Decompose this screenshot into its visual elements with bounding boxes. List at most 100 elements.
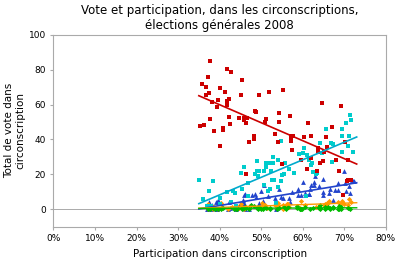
Point bbox=[240, 201, 247, 205]
Point bbox=[302, 191, 308, 196]
Point bbox=[345, 203, 351, 208]
Point bbox=[254, 206, 260, 210]
Point bbox=[241, 193, 247, 197]
Point bbox=[206, 91, 212, 95]
Point bbox=[217, 86, 224, 90]
Point bbox=[263, 117, 270, 121]
Point bbox=[325, 199, 332, 204]
Point bbox=[267, 186, 274, 191]
Point bbox=[252, 195, 259, 199]
Point bbox=[246, 207, 252, 211]
Point bbox=[279, 162, 286, 166]
Point bbox=[310, 180, 317, 185]
Point bbox=[196, 178, 202, 182]
Point bbox=[334, 207, 341, 211]
Point bbox=[274, 207, 281, 211]
Point bbox=[347, 191, 353, 195]
Point bbox=[228, 70, 235, 74]
Point bbox=[206, 189, 212, 193]
Point bbox=[317, 203, 324, 207]
Point bbox=[207, 117, 214, 121]
Point bbox=[209, 100, 216, 104]
Point bbox=[320, 177, 326, 181]
Point bbox=[207, 207, 213, 211]
Point bbox=[273, 203, 280, 207]
Point bbox=[229, 189, 236, 193]
Point bbox=[275, 201, 281, 205]
Point bbox=[260, 199, 266, 203]
Point bbox=[317, 141, 323, 145]
Point bbox=[298, 207, 305, 211]
Point bbox=[241, 205, 247, 209]
Point bbox=[267, 161, 274, 165]
Point bbox=[322, 205, 328, 209]
Point bbox=[276, 206, 282, 210]
Point bbox=[246, 140, 252, 144]
Point bbox=[245, 194, 252, 199]
X-axis label: Participation dans circonscription: Participation dans circonscription bbox=[132, 249, 307, 259]
Point bbox=[335, 188, 341, 192]
Point bbox=[327, 206, 333, 210]
Point bbox=[345, 158, 351, 162]
Point bbox=[224, 67, 230, 71]
Point bbox=[266, 90, 272, 94]
Point bbox=[319, 101, 325, 105]
Point bbox=[306, 187, 313, 191]
Point bbox=[330, 205, 336, 209]
Point bbox=[219, 204, 225, 208]
Point bbox=[272, 132, 278, 136]
Point bbox=[214, 207, 220, 211]
Point bbox=[262, 205, 268, 209]
Point bbox=[255, 206, 261, 211]
Point bbox=[276, 205, 282, 210]
Point bbox=[278, 173, 285, 178]
Point bbox=[336, 204, 343, 208]
Point bbox=[247, 204, 254, 208]
Point bbox=[339, 199, 345, 203]
Point bbox=[308, 183, 314, 188]
Point bbox=[287, 114, 293, 118]
Point bbox=[280, 195, 286, 200]
Point bbox=[214, 206, 221, 211]
Point bbox=[242, 171, 249, 176]
Point bbox=[325, 205, 331, 209]
Point bbox=[263, 164, 269, 169]
Point bbox=[288, 133, 294, 138]
Point bbox=[281, 172, 287, 176]
Point bbox=[330, 198, 336, 202]
Point bbox=[244, 116, 250, 120]
Point bbox=[220, 128, 226, 132]
Point bbox=[238, 202, 244, 206]
Point bbox=[310, 170, 316, 174]
Point bbox=[224, 99, 230, 103]
Point bbox=[224, 190, 230, 194]
Point bbox=[288, 139, 294, 143]
Point bbox=[218, 207, 224, 211]
Point bbox=[235, 206, 241, 210]
Point bbox=[294, 206, 300, 210]
Point bbox=[341, 169, 348, 173]
Point bbox=[317, 206, 324, 210]
Point bbox=[226, 97, 232, 101]
Point bbox=[199, 82, 205, 86]
Point bbox=[226, 200, 232, 204]
Y-axis label: Total de vote dans
circonscription: Total de vote dans circonscription bbox=[4, 83, 26, 178]
Point bbox=[316, 184, 322, 188]
Point bbox=[306, 192, 312, 196]
Point bbox=[265, 189, 271, 193]
Point bbox=[242, 192, 248, 196]
Point bbox=[238, 171, 244, 175]
Point bbox=[256, 169, 262, 173]
Point bbox=[304, 153, 310, 157]
Point bbox=[320, 203, 327, 207]
Point bbox=[248, 203, 254, 207]
Point bbox=[272, 207, 279, 211]
Point bbox=[288, 137, 294, 141]
Point bbox=[248, 193, 255, 197]
Point bbox=[349, 179, 356, 183]
Point bbox=[258, 207, 264, 211]
Point bbox=[327, 187, 334, 191]
Point bbox=[322, 207, 328, 211]
Point bbox=[308, 156, 314, 160]
Point bbox=[214, 207, 220, 211]
